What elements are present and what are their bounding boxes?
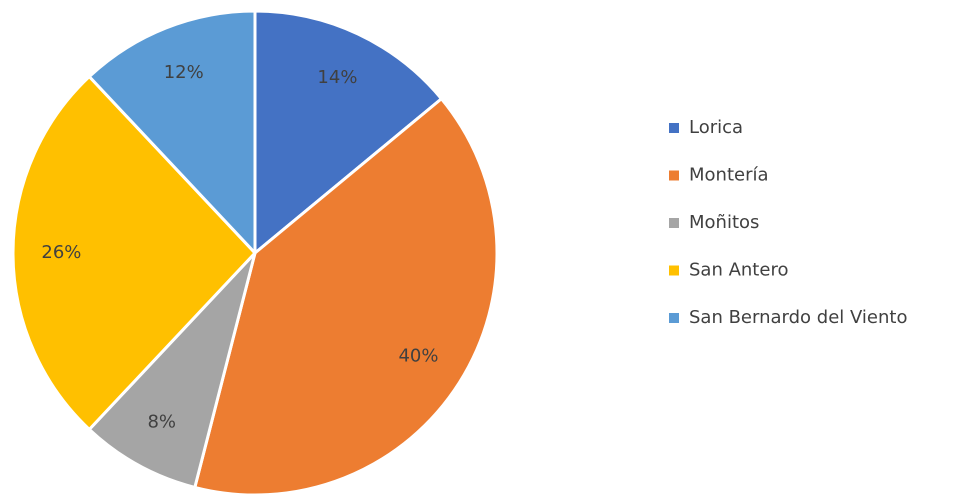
legend-swatch xyxy=(669,123,679,133)
data-label: 26% xyxy=(41,242,81,263)
pie-slice xyxy=(87,251,257,489)
legend-label: Moñitos xyxy=(689,212,759,233)
data-label: 40% xyxy=(398,346,438,367)
pie-slice xyxy=(193,97,499,495)
legend-label: San Bernardo del Viento xyxy=(689,307,907,328)
legend-label: San Antero xyxy=(689,260,788,281)
pie-slice xyxy=(253,9,443,255)
legend-swatch xyxy=(669,313,679,323)
legend-swatch xyxy=(669,218,679,228)
legend-label: Lorica xyxy=(689,117,743,138)
pie-slice xyxy=(87,9,257,255)
legend-swatch xyxy=(669,170,679,181)
data-label: 8% xyxy=(147,412,176,433)
legend-swatch xyxy=(669,265,679,276)
data-label: 14% xyxy=(317,67,357,88)
legend-label: Montería xyxy=(689,165,769,186)
pie-slice xyxy=(11,75,257,431)
data-label: 12% xyxy=(164,62,204,83)
